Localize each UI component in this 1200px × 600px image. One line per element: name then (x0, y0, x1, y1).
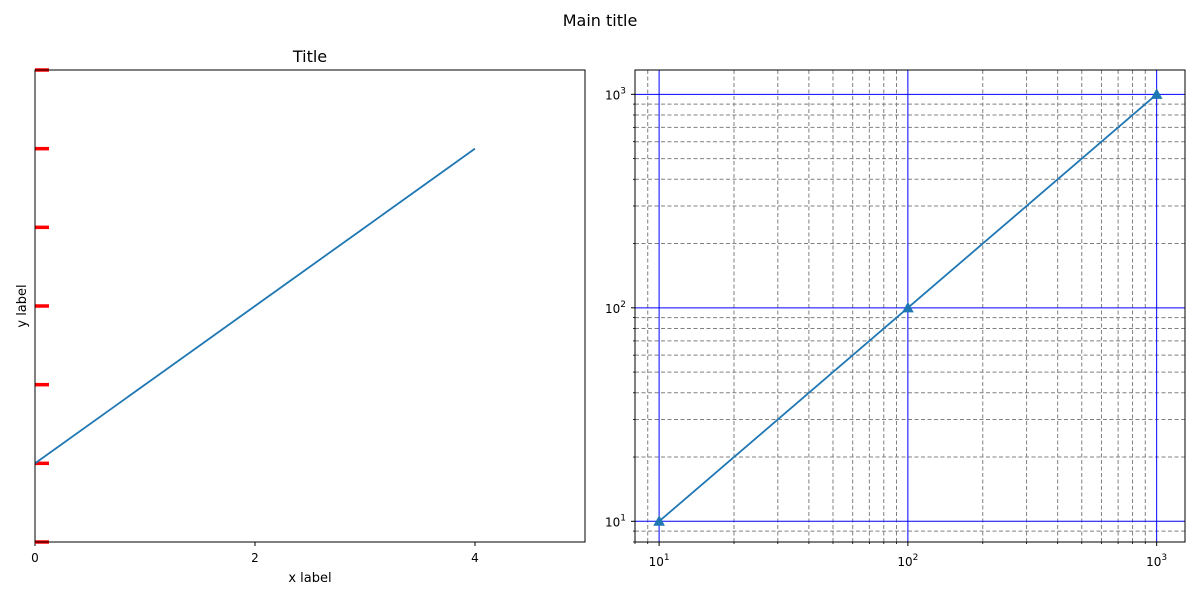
right-data-point-triangle (653, 515, 665, 526)
right-x-tick-label: 103 (1146, 553, 1167, 569)
left-chart-title: Title (292, 47, 327, 66)
main-title: Main title (563, 11, 638, 30)
right-x-tick-label: 101 (649, 553, 670, 569)
left-series-line (34, 147, 476, 465)
right-y-tick-label: 101 (605, 513, 626, 529)
right-chart: 101 102 103 101 102 103 (605, 69, 1186, 569)
left-x-tick-label: 4 (471, 551, 479, 565)
left-chart-x-axis-label: x label (288, 571, 331, 586)
right-y-tick-label: 103 (605, 86, 626, 102)
right-data-point-triangle (1150, 88, 1163, 99)
right-chart-marks: 101 102 103 101 102 103 (605, 86, 1167, 569)
right-x-tick-label: 102 (897, 553, 918, 569)
left-chart-frame (34, 69, 586, 543)
left-x-tick-label: 0 (31, 551, 39, 565)
left-chart-y-axis-label: y label (15, 284, 30, 327)
left-chart: Title x label y label 0 2 4 (15, 47, 586, 586)
right-chart-grid (634, 70, 1185, 543)
left-chart-marks: 0 2 4 (31, 68, 479, 565)
left-x-tick-label: 2 (251, 551, 259, 565)
right-y-tick-label: 102 (605, 300, 626, 316)
right-chart-frame (634, 69, 1186, 543)
right-data-point-triangle (902, 301, 914, 313)
